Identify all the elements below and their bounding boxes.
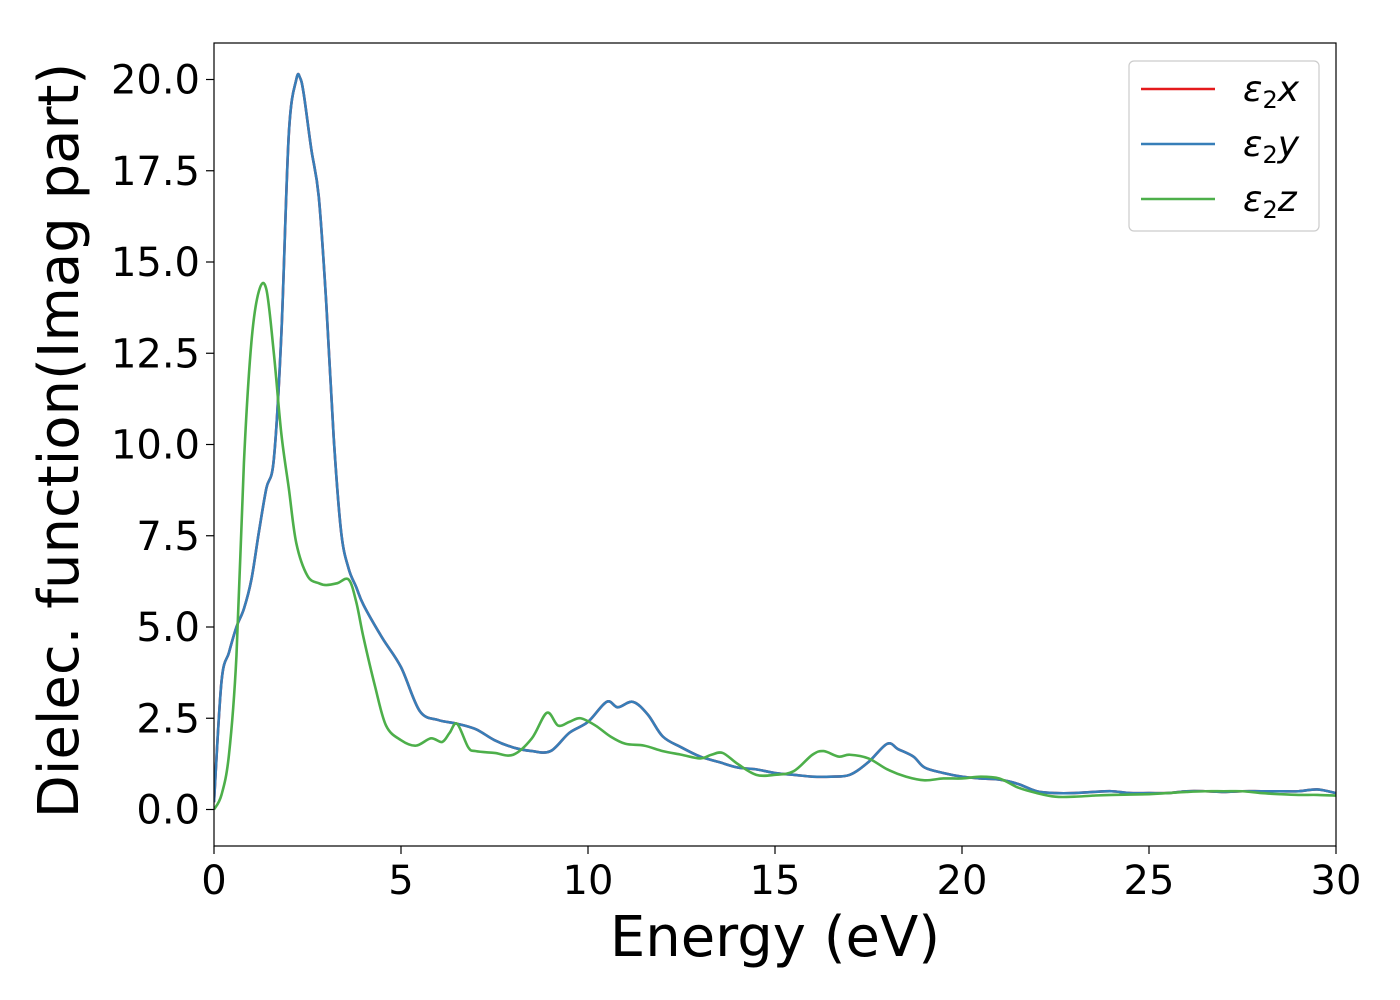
y-ticks: 0.0 2.5 5.0 7.5 10.0 12.5 15.0 17.5 20.0 bbox=[111, 58, 214, 834]
x-tick-label: 20 bbox=[937, 858, 988, 904]
x-tick-label: 15 bbox=[750, 858, 801, 904]
x-tick-label: 0 bbox=[201, 858, 226, 904]
legend: ε2x ε2y ε2z bbox=[1128, 60, 1320, 232]
x-ticks: 0 5 10 15 20 25 30 bbox=[201, 846, 1361, 904]
y-axis-label: Dielec. function(Imag part) bbox=[27, 63, 92, 819]
y-tick-label: 5.0 bbox=[136, 605, 200, 651]
y-tick-label: 2.5 bbox=[136, 696, 200, 742]
y-tick-label: 17.5 bbox=[111, 149, 200, 195]
legend-box bbox=[1128, 60, 1320, 232]
y-tick-label: 10.0 bbox=[111, 423, 200, 469]
series-line-eps2z bbox=[214, 281, 1336, 811]
x-tick-label: 10 bbox=[563, 858, 614, 904]
series-line-eps2y bbox=[214, 72, 1336, 803]
x-tick-label: 5 bbox=[388, 858, 413, 904]
x-tick-label: 30 bbox=[1311, 858, 1362, 904]
y-tick-label: 15.0 bbox=[111, 240, 200, 286]
y-tick-label: 20.0 bbox=[111, 58, 200, 104]
x-tick-label: 25 bbox=[1124, 858, 1175, 904]
legend-label-eps2x: ε2x bbox=[1243, 69, 1300, 114]
legend-label-eps2y: ε2y bbox=[1243, 124, 1300, 169]
legend-label-eps2z: ε2z bbox=[1243, 179, 1298, 224]
y-tick-label: 7.5 bbox=[136, 514, 200, 560]
y-tick-label: 0.0 bbox=[136, 788, 200, 834]
plot-lines bbox=[214, 72, 1336, 811]
x-axis-label: Energy (eV) bbox=[610, 905, 940, 970]
y-tick-label: 12.5 bbox=[111, 331, 200, 377]
